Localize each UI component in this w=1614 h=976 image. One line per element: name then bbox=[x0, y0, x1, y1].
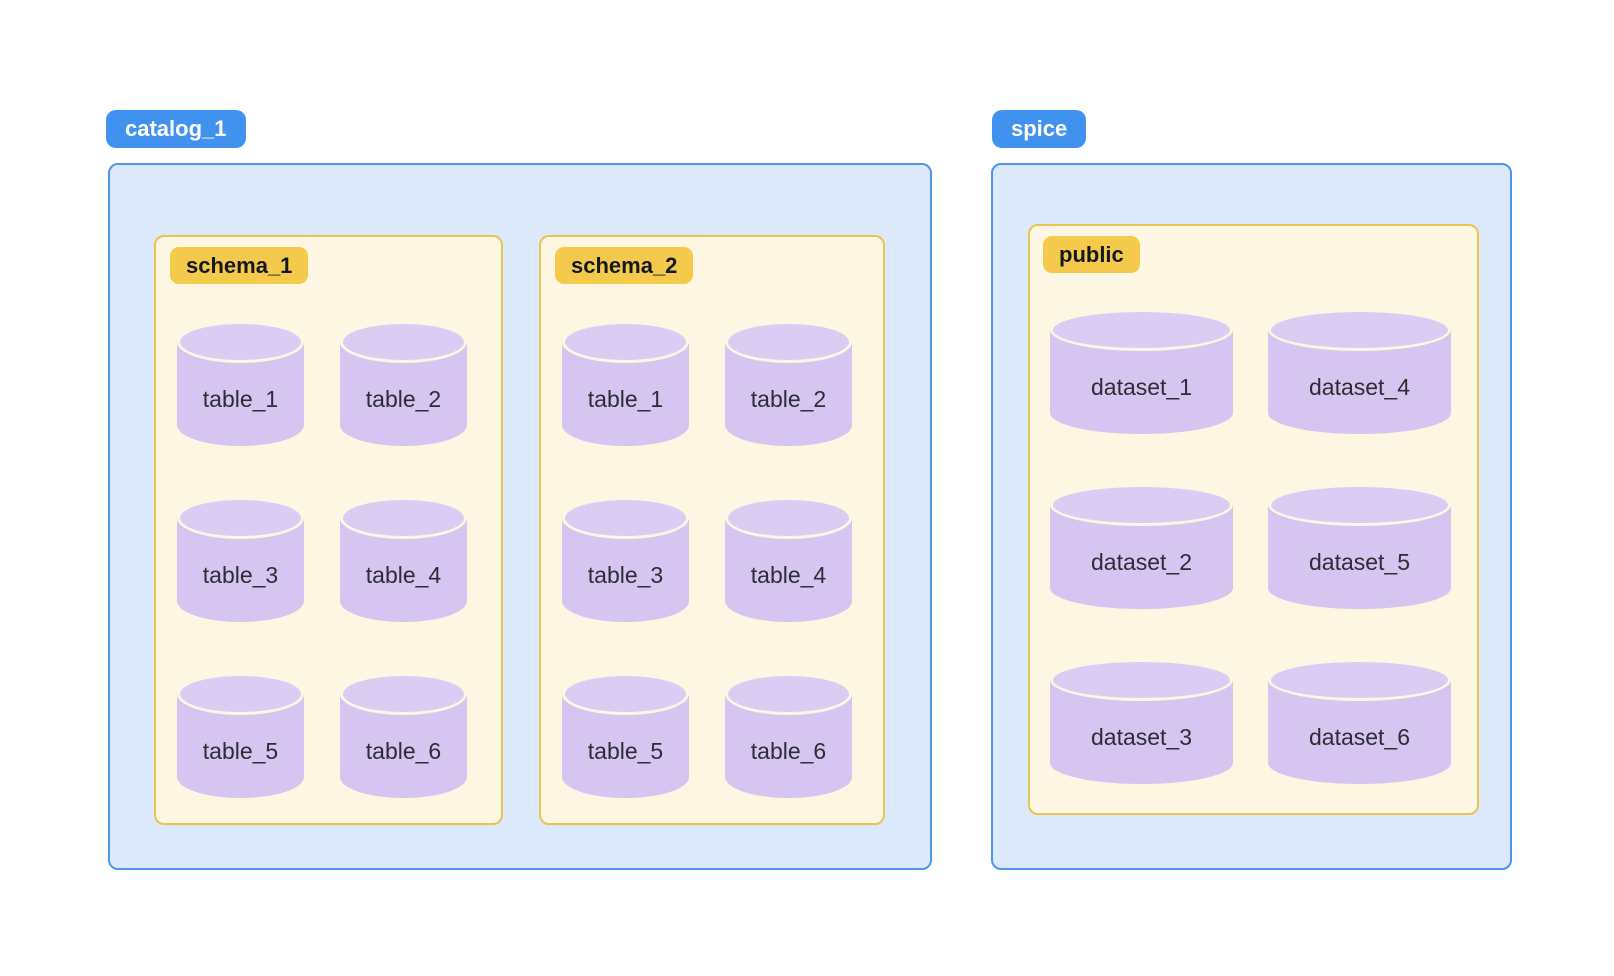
database-cylinder-lid bbox=[1268, 309, 1451, 351]
table-cylinder: table_4 bbox=[725, 497, 852, 622]
database-cylinder-lid bbox=[1050, 484, 1233, 526]
database-cylinder-lid bbox=[562, 497, 689, 539]
table-cylinder: table_1 bbox=[562, 321, 689, 446]
table-cylinder: table_4 bbox=[340, 497, 467, 622]
table-name: table_5 bbox=[587, 737, 664, 764]
dataset-cylinder: dataset_1 bbox=[1050, 309, 1233, 434]
table-cylinder: table_1 bbox=[177, 321, 304, 446]
schema-2-table-grid: table_1 table_2 table_3 table_4 bbox=[562, 321, 883, 798]
database-cylinder-lid bbox=[1268, 659, 1451, 701]
dataset-name: dataset_6 bbox=[1308, 723, 1411, 750]
table-cylinder: table_2 bbox=[725, 321, 852, 446]
dataset-cylinder: dataset_5 bbox=[1268, 484, 1451, 609]
database-cylinder-lid bbox=[725, 673, 852, 715]
public-dataset-grid: dataset_1 dataset_2 dataset_3 dataset_4 bbox=[1050, 309, 1477, 784]
schema-2-label: schema_2 bbox=[555, 247, 694, 284]
table-cylinder: table_3 bbox=[562, 497, 689, 622]
catalog-1-label: catalog_1 bbox=[106, 110, 246, 148]
table-name: table_2 bbox=[750, 385, 827, 412]
table-name: table_4 bbox=[750, 561, 827, 588]
database-cylinder-lid bbox=[340, 497, 467, 539]
schema-1-table-grid: table_1 table_2 table_3 table_4 bbox=[177, 321, 501, 798]
table-name: table_5 bbox=[202, 737, 279, 764]
database-cylinder-lid bbox=[725, 321, 852, 363]
table-cylinder: table_6 bbox=[340, 673, 467, 798]
dataset-cylinder: dataset_6 bbox=[1268, 659, 1451, 784]
table-name: table_6 bbox=[365, 737, 442, 764]
table-cylinder: table_5 bbox=[177, 673, 304, 798]
table-name: table_4 bbox=[365, 561, 442, 588]
dataset-cylinder: dataset_3 bbox=[1050, 659, 1233, 784]
database-cylinder-lid bbox=[562, 673, 689, 715]
dataset-cylinder: dataset_2 bbox=[1050, 484, 1233, 609]
database-cylinder-lid bbox=[340, 673, 467, 715]
dataset-name: dataset_3 bbox=[1090, 723, 1193, 750]
dataset-name: dataset_1 bbox=[1090, 373, 1193, 400]
database-cylinder-lid bbox=[1050, 659, 1233, 701]
table-cylinder: table_6 bbox=[725, 673, 852, 798]
database-cylinder-lid bbox=[177, 497, 304, 539]
dataset-name: dataset_4 bbox=[1308, 373, 1411, 400]
table-name: table_2 bbox=[365, 385, 442, 412]
table-name: table_1 bbox=[202, 385, 279, 412]
table-cylinder: table_3 bbox=[177, 497, 304, 622]
dataset-cylinder: dataset_4 bbox=[1268, 309, 1451, 434]
database-cylinder-lid bbox=[177, 673, 304, 715]
database-cylinder-lid bbox=[177, 321, 304, 363]
spice-container: public dataset_1 dataset_2 dataset_3 bbox=[991, 163, 1512, 870]
database-cylinder-lid bbox=[340, 321, 467, 363]
public-schema-box: public dataset_1 dataset_2 dataset_3 bbox=[1028, 224, 1479, 815]
spice-label: spice bbox=[992, 110, 1087, 148]
database-cylinder-lid bbox=[725, 497, 852, 539]
table-name: table_6 bbox=[750, 737, 827, 764]
public-schema-label: public bbox=[1043, 236, 1140, 273]
schema-2-box: schema_2 table_1 table_2 table_3 bbox=[539, 235, 885, 825]
schema-1-label: schema_1 bbox=[170, 247, 309, 284]
table-cylinder: table_2 bbox=[340, 321, 467, 446]
table-cylinder: table_5 bbox=[562, 673, 689, 798]
schema-1-box: schema_1 table_1 table_2 table_3 bbox=[154, 235, 503, 825]
table-name: table_3 bbox=[587, 561, 664, 588]
catalog-1-container: schema_1 table_1 table_2 table_3 bbox=[108, 163, 932, 870]
dataset-name: dataset_5 bbox=[1308, 548, 1411, 575]
table-name: table_3 bbox=[202, 561, 279, 588]
database-cylinder-lid bbox=[1050, 309, 1233, 351]
database-cylinder-lid bbox=[1268, 484, 1451, 526]
dataset-name: dataset_2 bbox=[1090, 548, 1193, 575]
table-name: table_1 bbox=[587, 385, 664, 412]
database-cylinder-lid bbox=[562, 321, 689, 363]
